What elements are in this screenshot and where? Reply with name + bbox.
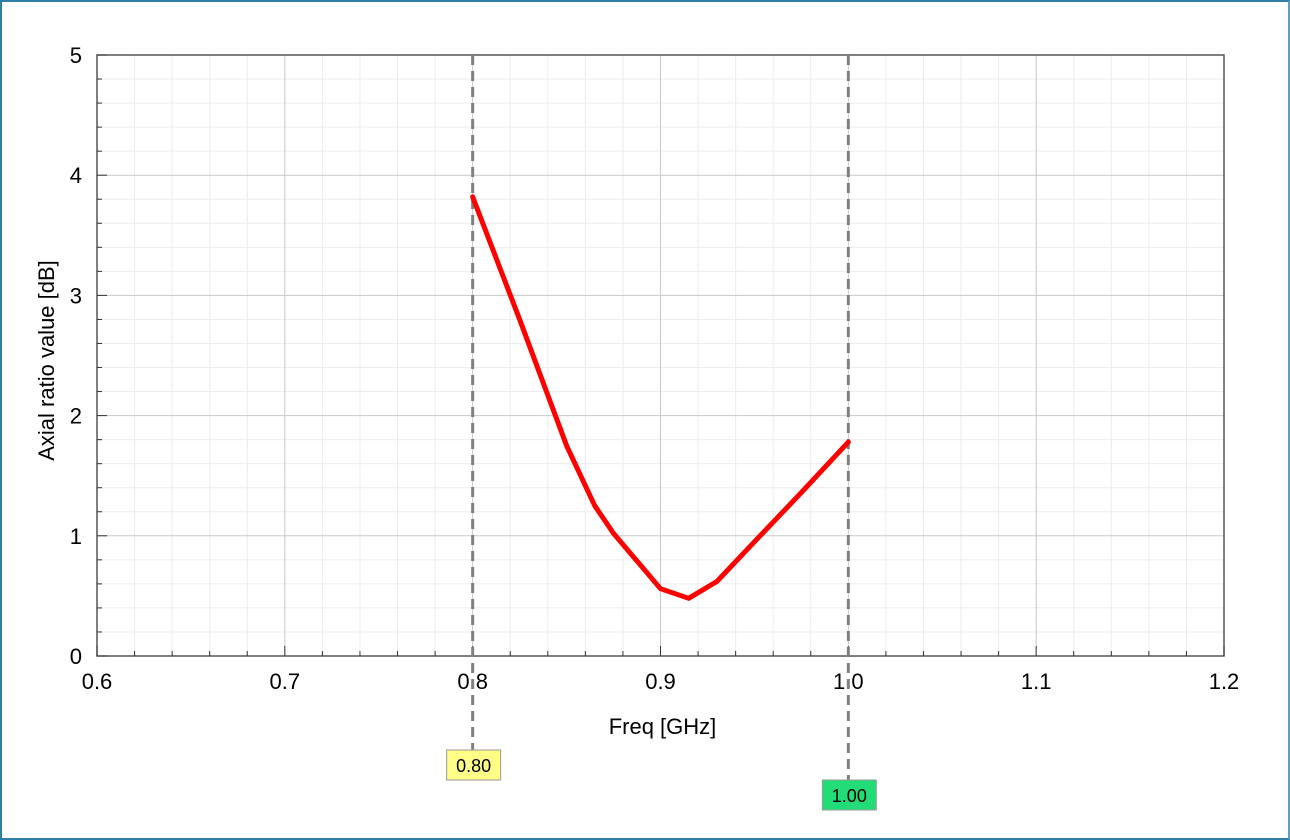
y-tick-label: 5 bbox=[70, 43, 82, 68]
x-tick-label: 1.2 bbox=[1209, 669, 1240, 694]
frequency-markers[interactable]: 0.80 1.00 bbox=[446, 55, 877, 811]
x-tick-label: 0.7 bbox=[270, 669, 301, 694]
major-grid bbox=[96, 54, 1225, 657]
y-tick-label: 2 bbox=[70, 404, 82, 429]
marker-label: 0.80 bbox=[456, 756, 491, 776]
series-line bbox=[470, 194, 851, 601]
y-tick-label: 1 bbox=[70, 524, 82, 549]
marker-label-box bbox=[821, 779, 877, 811]
marker-label: 1.00 bbox=[832, 786, 867, 806]
x-axis-title: Freq [GHz] bbox=[609, 714, 717, 739]
series-lines bbox=[470, 194, 851, 601]
y-tick-label: 4 bbox=[70, 163, 82, 188]
x-tick-label: 1.1 bbox=[1021, 669, 1052, 694]
marker-label-box bbox=[446, 749, 502, 781]
y-axis-title: Axial ratio value [dB] bbox=[34, 260, 59, 461]
x-tick-labels: 0.6 0.7 0.8 0.9 1.0 1.1 1.2 bbox=[82, 669, 1240, 694]
y-tick-label: 0 bbox=[70, 644, 82, 669]
x-tick-label: 0.6 bbox=[82, 669, 113, 694]
y-tick-labels: 0 1 2 3 4 5 bbox=[70, 43, 82, 669]
y-tick-label: 3 bbox=[70, 283, 82, 308]
x-tick-label: 0.9 bbox=[645, 669, 676, 694]
